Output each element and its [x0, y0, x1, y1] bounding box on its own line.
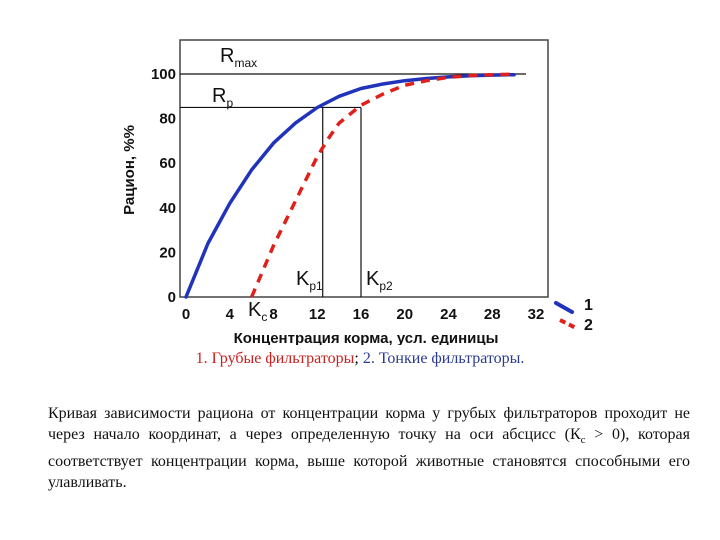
annotation-kp1: Kp1: [296, 268, 323, 293]
x-axis-title: Концентрация корма, усл. единицы: [234, 330, 499, 345]
description-paragraph: Кривая зависимости рациона от концентрац…: [48, 403, 690, 493]
legend-line-2: [559, 318, 577, 330]
x-tick-label: 16: [353, 306, 370, 323]
y-tick-label: 40: [159, 200, 176, 217]
y-tick-label: 60: [159, 155, 176, 172]
y-tick-label: 80: [159, 111, 176, 128]
y-tick-label: 0: [168, 289, 176, 306]
legend-label-1: 1: [584, 297, 593, 314]
annotation-rp: Rp: [212, 85, 233, 110]
legend-line-1: [554, 301, 574, 314]
y-tick-label: 100: [151, 66, 176, 83]
y-tick-label: 20: [159, 244, 176, 261]
x-tick-label: 4: [226, 306, 235, 323]
y-axis-title: Рацион, %%: [121, 125, 138, 215]
series-layer: [184, 72, 516, 299]
x-tick-label: 28: [484, 306, 501, 323]
legend: 1 2: [554, 297, 593, 334]
reference-lines: [180, 73, 526, 297]
x-tick-label: 32: [528, 306, 545, 323]
annotation-kc: Kc: [248, 299, 267, 324]
description-part-1: Кривая зависимости рациона от концентрац…: [48, 405, 690, 443]
annotation-rmax: Rmax: [220, 45, 257, 70]
caption-item-2: 2. Тонкие фильтраторы.: [362, 350, 525, 367]
x-tick-label: 24: [440, 306, 457, 323]
caption-separator: ;: [354, 350, 363, 367]
x-tick-label: 12: [309, 306, 326, 323]
description-part-2: > 0), которая соответствует концентрации…: [48, 426, 691, 492]
description-subscript: c: [580, 434, 586, 447]
annotation-kp2: Kp2: [366, 268, 393, 293]
x-tick-label: 8: [269, 306, 277, 323]
x-tick-label: 20: [396, 306, 413, 323]
caption-item-1: 1. Грубые фильтраторы: [195, 350, 355, 367]
series-line-2: [249, 72, 515, 298]
plot-frame: [179, 39, 549, 298]
x-tick-label: 0: [182, 306, 190, 323]
tick-labels: 0 4 8 12 16 20 24 28 32 0 20 40 60 80 100: [151, 66, 544, 323]
legend-label-2: 2: [584, 317, 593, 334]
figure-caption: 1. Грубые фильтраторы; 2. Тонкие фильтра…: [0, 350, 720, 368]
